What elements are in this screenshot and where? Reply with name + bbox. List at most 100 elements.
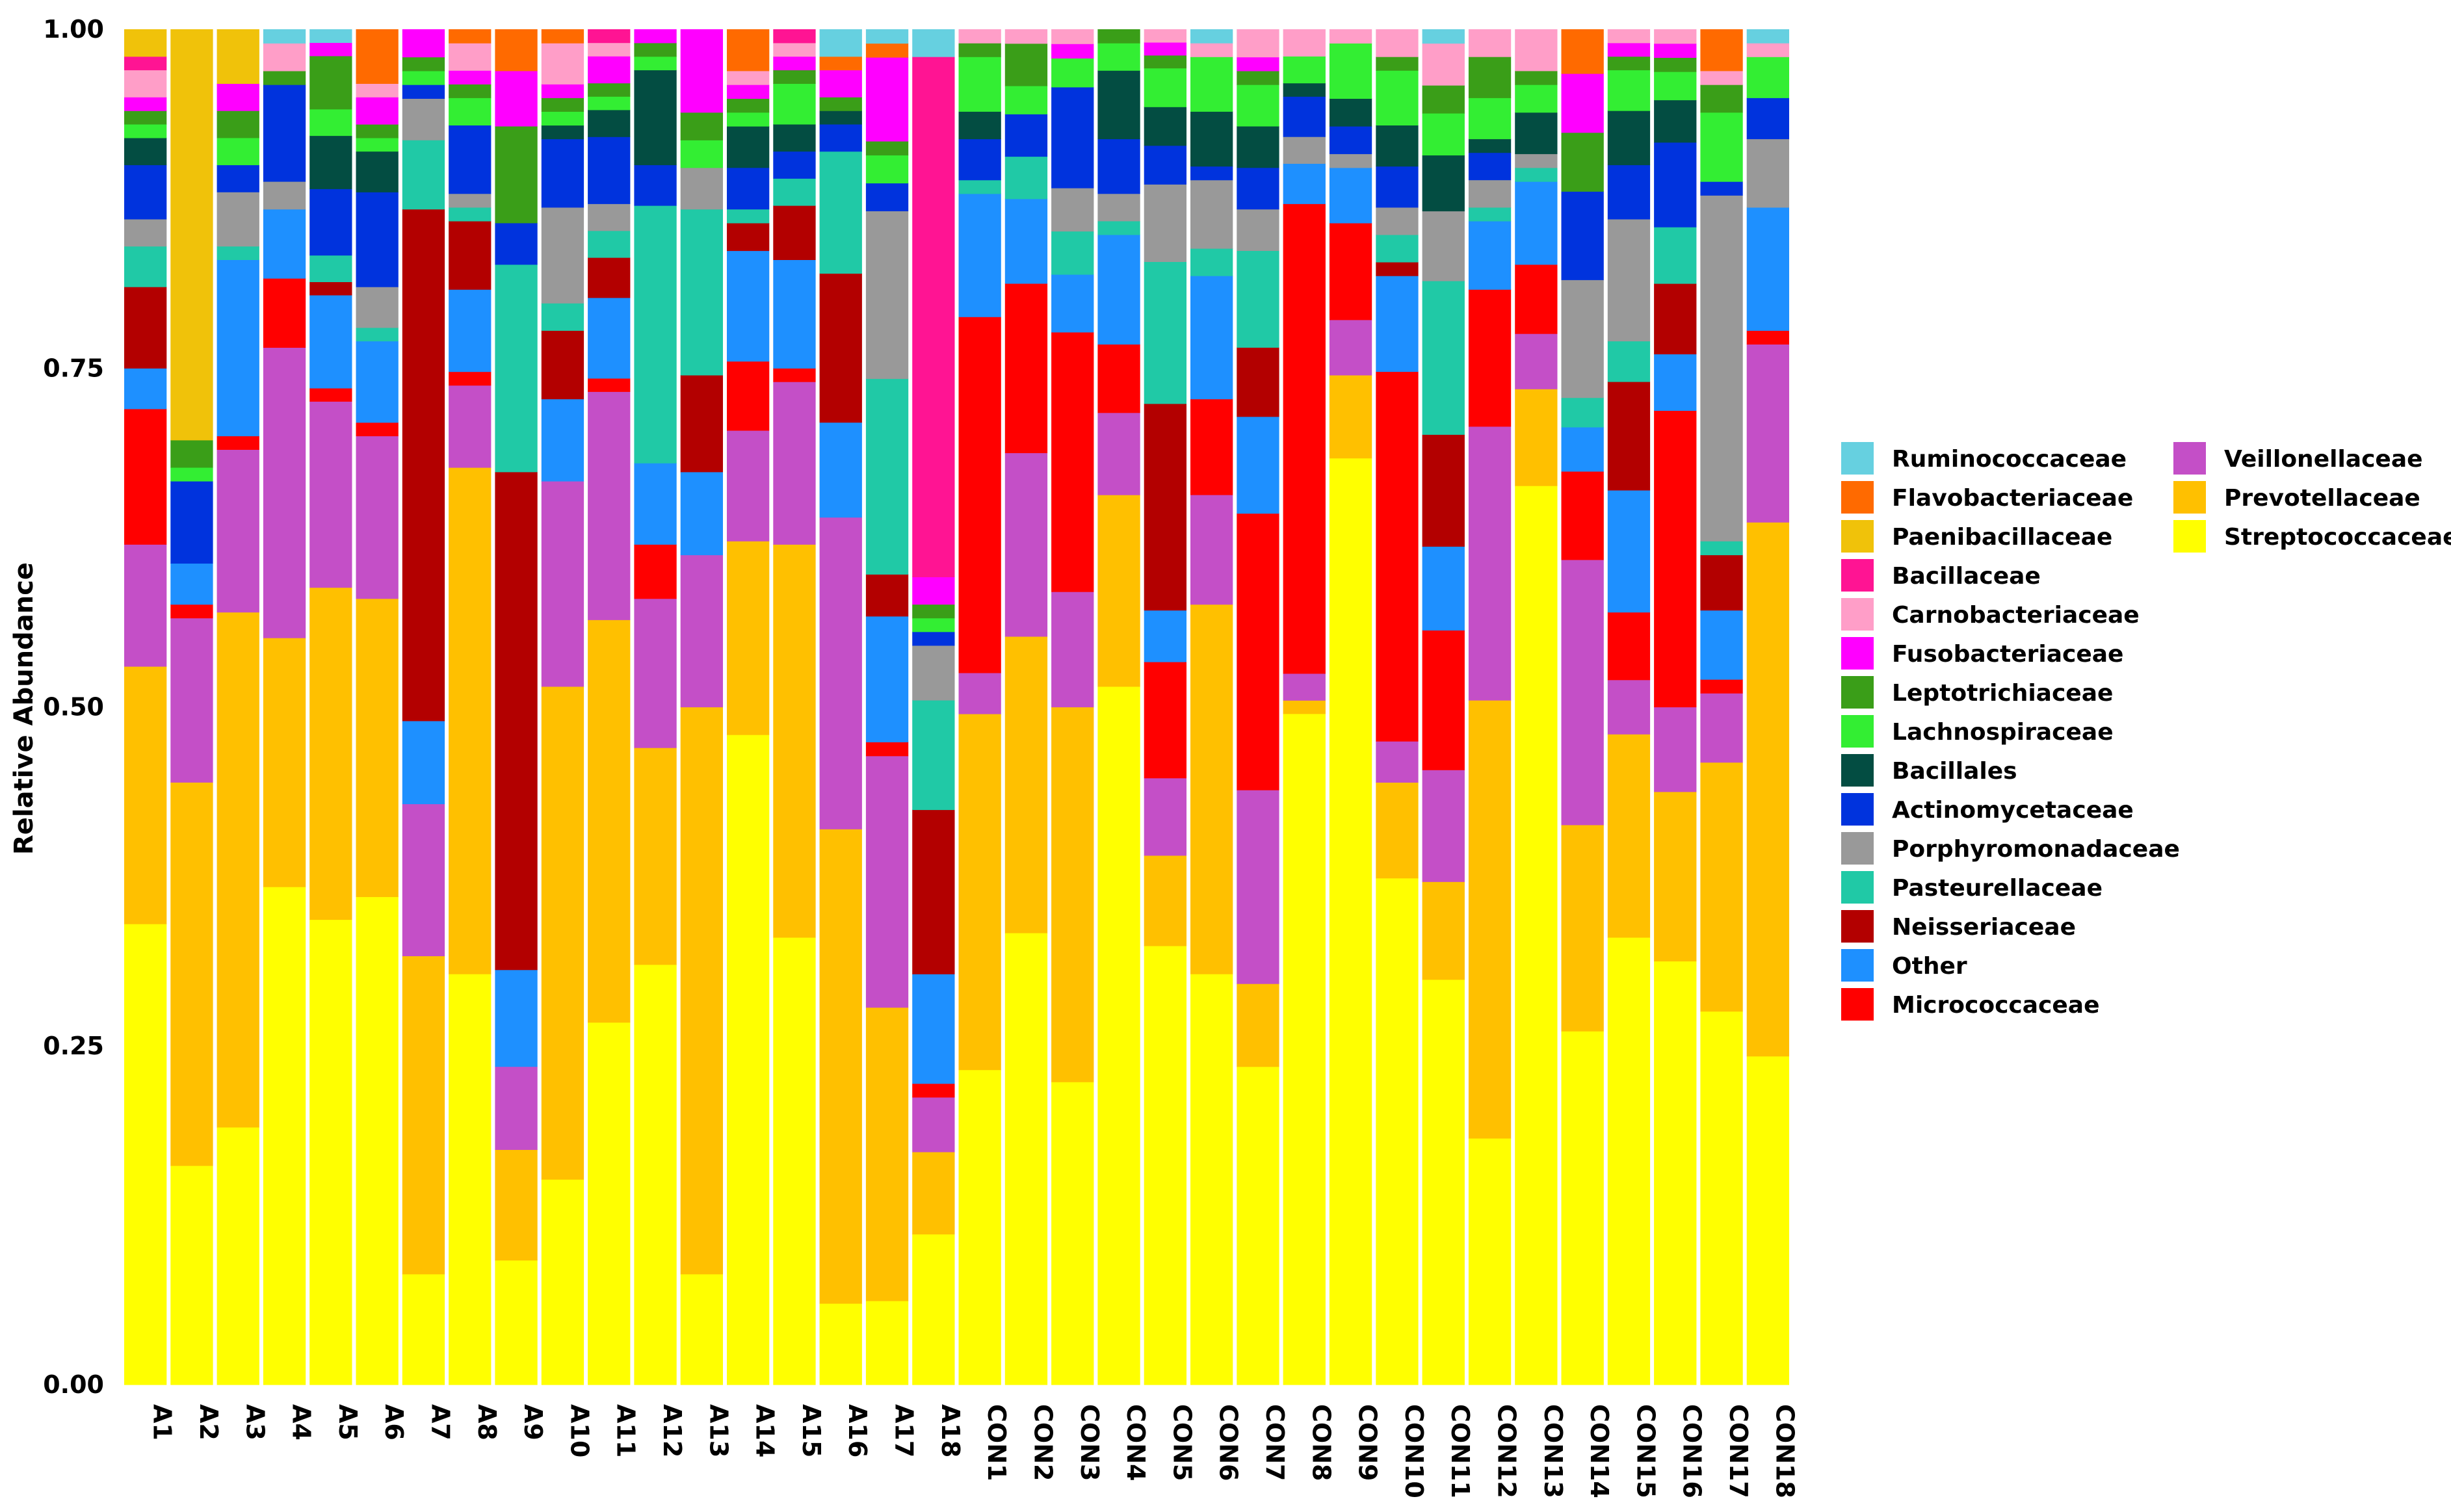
bar-segment-con13-micrococcaceae <box>1515 264 1558 334</box>
bar-segment-con7-porphyromonadaceae <box>1237 209 1279 251</box>
y-tick-label: 1.00 <box>43 15 104 44</box>
bar-segment-a1-leptotrichiaceae <box>124 111 167 125</box>
bar-segment-con7-leptotrichiaceae <box>1237 70 1279 85</box>
bar-segment-a11-fusobacteriaceae <box>588 56 631 84</box>
bar-segment-con17-flavobacteriaceae <box>1700 29 1743 72</box>
bar-segment-a18-lachnospiraceae <box>912 618 955 632</box>
bar-segment-con16-leptotrichiaceae <box>1654 57 1697 72</box>
bar-segment-con6-lachnospiraceae <box>1190 57 1233 112</box>
bar-segment-a10-flavobacteriaceae <box>541 29 584 44</box>
legend-swatch-leptotrichiaceae <box>1841 676 1874 709</box>
bar-segment-a7-other <box>402 720 445 805</box>
bar-segment-con8-prevotellaceae <box>1283 700 1326 714</box>
bar-segment-con11-ruminococcaceae <box>1422 29 1465 44</box>
x-tick-label: A3 <box>241 1404 269 1440</box>
bar-segment-con7-bacillales <box>1237 125 1279 168</box>
x-tick-label: A1 <box>148 1404 177 1440</box>
bar-segment-a2-paenibacillaceae <box>170 29 213 441</box>
bar-segment-a18-fusobacteriaceae <box>912 577 955 605</box>
bar-segment-con8-actinomycetaceae <box>1283 96 1326 137</box>
bar-segment-a8-streptococcaceae <box>449 974 492 1385</box>
bar-segment-a11-neisseriaceae <box>588 257 631 298</box>
bar-segment-a11-carnobacteriaceae <box>588 42 631 57</box>
bar-segment-con4-lachnospiraceae <box>1097 43 1140 71</box>
bar-segment-con18-lachnospiraceae <box>1746 57 1789 98</box>
bar-segment-con2-lachnospiraceae <box>1004 85 1048 114</box>
bar-segment-a10-fusobacteriaceae <box>541 84 584 98</box>
bar-segment-a1-porphyromonadaceae <box>124 218 167 247</box>
bar-segment-a13-streptococcaceae <box>680 1273 723 1385</box>
bar-segment-a8-neisseriaceae <box>449 220 492 290</box>
bar-segment-a1-neisseriaceae <box>124 287 167 369</box>
bar-segment-a8-other <box>449 289 492 372</box>
bar-segment-a18-neisseriaceae <box>912 809 955 974</box>
bar-segment-con9-streptococcaceae <box>1329 458 1372 1385</box>
bar-segment-a16-actinomycetaceae <box>819 124 862 152</box>
bar-segment-con1-carnobacteriaceae <box>958 29 1001 44</box>
bar-segment-con3-pasteurellaceae <box>1051 231 1094 275</box>
bar-segment-con13-prevotellaceae <box>1515 389 1558 486</box>
bar-segment-a17-streptococcaceae <box>865 1301 909 1385</box>
bar-segment-con3-lachnospiraceae <box>1051 58 1094 88</box>
legend-swatch-bacillales <box>1841 754 1874 787</box>
bar-segment-con17-pasteurellaceae <box>1700 541 1743 556</box>
bar-segment-a14-flavobacteriaceae <box>727 29 770 72</box>
bar-segment-a4-carnobacteriaceae <box>263 43 306 72</box>
bar-segment-con16-lachnospiraceae <box>1654 72 1697 101</box>
bar-segment-con2-other <box>1004 198 1048 284</box>
bar-segment-a2-veillonellaceae <box>170 618 213 783</box>
bar-segment-con2-actinomycetaceae <box>1004 114 1048 157</box>
bar-segment-a6-micrococcaceae <box>356 422 399 437</box>
bar-segment-a1-actinomycetaceae <box>124 164 167 220</box>
bar-segment-con9-carnobacteriaceae <box>1329 29 1372 44</box>
bar-segment-con18-carnobacteriaceae <box>1746 43 1789 57</box>
x-tick-label: A2 <box>194 1404 223 1440</box>
bar-segment-con2-pasteurellaceae <box>1004 156 1048 200</box>
bar-segment-a10-bacillales <box>541 125 584 140</box>
bar-segment-con17-actinomycetaceae <box>1700 181 1743 196</box>
bar-segment-a10-carnobacteriaceae <box>541 43 584 85</box>
bar-segment-a17-actinomycetaceae <box>865 183 909 211</box>
bar-segment-con9-actinomycetaceae <box>1329 125 1372 155</box>
legend-swatch-ruminococcaceae <box>1841 442 1874 475</box>
bar-segment-a18-actinomycetaceae <box>912 631 955 646</box>
bar-segment-a1-bacillaceae <box>124 56 167 71</box>
bar-segment-con14-streptococcaceae <box>1561 1031 1604 1385</box>
bar-segment-a10-prevotellaceae <box>541 686 584 1180</box>
bar-segment-a4-micrococcaceae <box>263 278 306 348</box>
bar-segment-con13-porphyromonadaceae <box>1515 153 1558 168</box>
x-tick-label: A6 <box>380 1404 408 1440</box>
bar-segment-a17-pasteurellaceae <box>865 378 909 575</box>
x-tick-label: A16 <box>843 1404 872 1457</box>
bar-segment-a15-lachnospiraceae <box>773 83 816 125</box>
bar-segment-a6-fusobacteriaceae <box>356 97 399 125</box>
bar-segment-con10-other <box>1376 276 1419 372</box>
bar-segment-a7-fusobacteriaceae <box>402 29 445 58</box>
x-tick-label: A11 <box>612 1404 640 1457</box>
bar-segment-con4-other <box>1097 234 1140 345</box>
bar-segment-con5-actinomycetaceae <box>1144 145 1186 185</box>
bar-segment-a13-porphyromonadaceae <box>680 167 723 210</box>
x-tick-label: CON2 <box>1029 1404 1058 1481</box>
bar-segment-con5-carnobacteriaceae <box>1144 29 1186 43</box>
bar-segment-con8-lachnospiraceae <box>1283 56 1326 84</box>
bar-segment-con10-micrococcaceae <box>1376 371 1419 742</box>
bar-segment-a9-pasteurellaceae <box>495 264 538 473</box>
bar-segment-a8-fusobacteriaceae <box>449 70 492 85</box>
bar-segment-con16-neisseriaceae <box>1654 283 1697 355</box>
bar-segment-con8-streptococcaceae <box>1283 713 1326 1385</box>
bar-segment-con12-micrococcaceae <box>1468 289 1512 427</box>
y-axis-ticks: 0.00 0.25 0.50 0.75 1.00 <box>43 15 104 1399</box>
bar-segment-a3-streptococcaceae <box>216 1127 259 1385</box>
bar-segment-con17-other <box>1700 610 1743 680</box>
bar-segment-a13-lachnospiraceae <box>680 140 723 168</box>
bar-segment-a5-lachnospiraceae <box>309 109 352 137</box>
bar-segment-a1-veillonellaceae <box>124 544 167 667</box>
bar-segment-con12-bacillales <box>1468 138 1512 153</box>
bar-segment-con5-streptococcaceae <box>1144 945 1186 1385</box>
bar-segment-con1-lachnospiraceae <box>958 57 1001 112</box>
legend-label: Bacillaceae <box>1892 563 2041 590</box>
y-tick-label: 0.50 <box>43 693 104 722</box>
bar-segment-con10-neisseriaceae <box>1376 262 1419 276</box>
bar-segment-con5-lachnospiraceae <box>1144 68 1186 107</box>
